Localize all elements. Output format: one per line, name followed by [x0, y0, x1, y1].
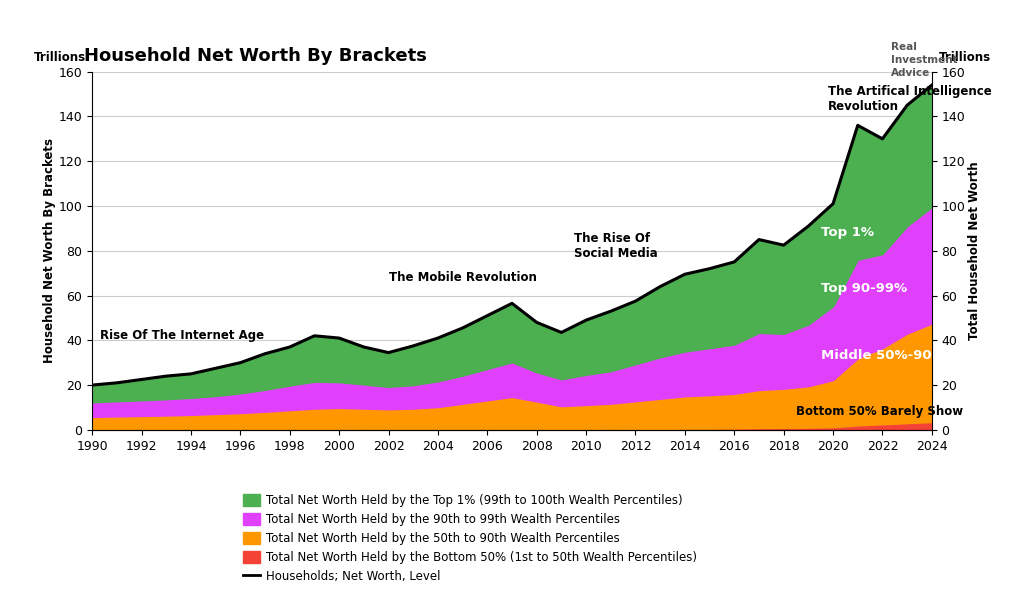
Text: The Rise Of
Social Media: The Rise Of Social Media: [573, 232, 657, 260]
Legend: Total Net Worth Held by the Top 1% (99th to 100th Wealth Percentiles), Total Net: Total Net Worth Held by the Top 1% (99th…: [238, 490, 702, 587]
Text: Middle 50%-90%: Middle 50%-90%: [820, 349, 944, 362]
Y-axis label: Total Household Net Worth: Total Household Net Worth: [969, 161, 981, 340]
Text: Trillions: Trillions: [34, 51, 86, 64]
Text: Rise Of The Internet Age: Rise Of The Internet Age: [99, 330, 264, 342]
Text: Top 90-99%: Top 90-99%: [820, 282, 907, 296]
Text: The Mobile Revolution: The Mobile Revolution: [388, 271, 537, 284]
Text: Top 1%: Top 1%: [820, 226, 873, 239]
Y-axis label: Household Net Worth By Brackets: Household Net Worth By Brackets: [43, 139, 55, 363]
Text: Real
Investment
Advice: Real Investment Advice: [891, 42, 957, 78]
Text: Bottom 50% Barely Show: Bottom 50% Barely Show: [796, 405, 964, 418]
Text: Trillions: Trillions: [938, 51, 990, 64]
Text: Household Net Worth By Brackets: Household Net Worth By Brackets: [84, 47, 427, 64]
Text: The Artifical Intelligence
Revolution: The Artifical Intelligence Revolution: [828, 85, 992, 112]
